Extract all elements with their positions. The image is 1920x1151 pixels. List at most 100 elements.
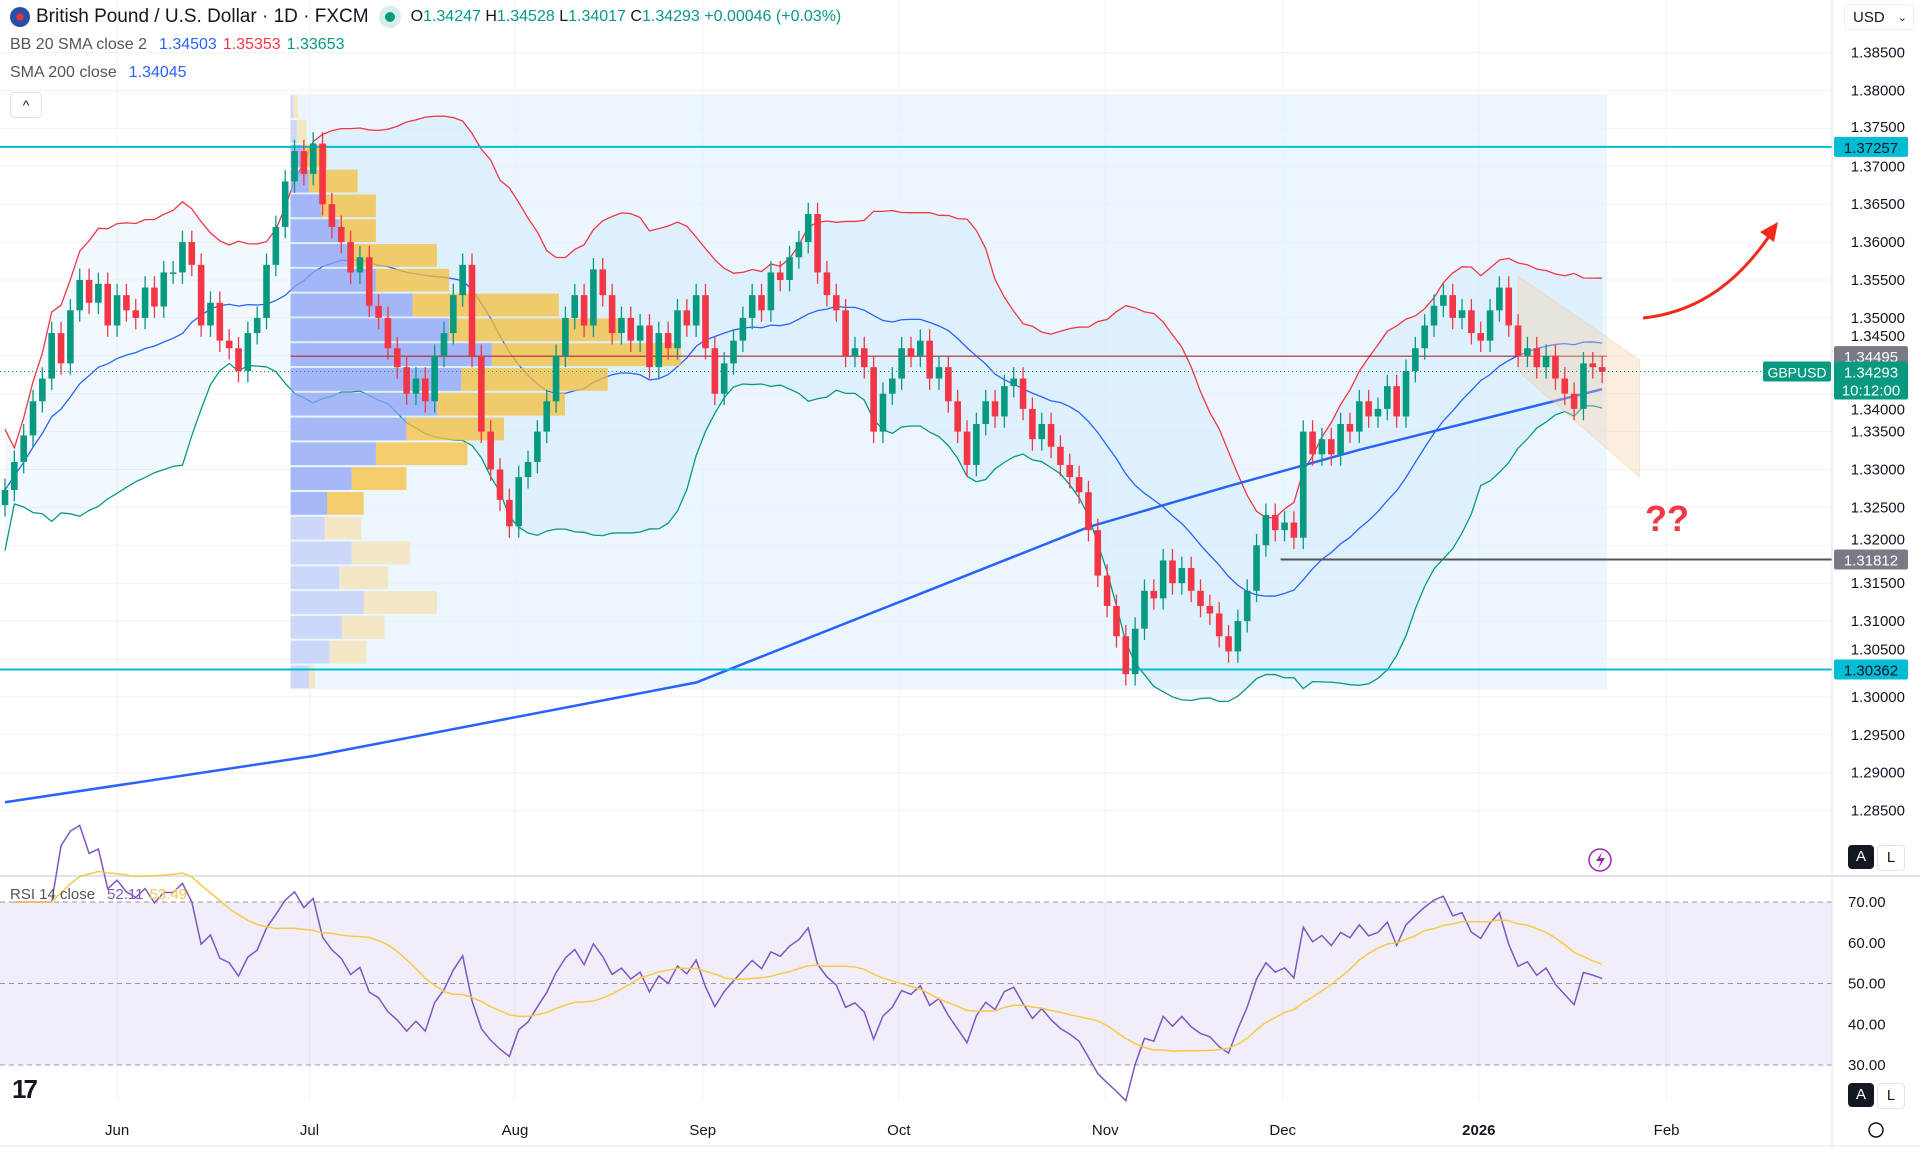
candle-body — [123, 295, 130, 311]
candle-body — [1253, 545, 1260, 591]
candle-body — [253, 317, 261, 334]
candle-body — [506, 499, 513, 527]
swing-low-price-label-bg — [1834, 549, 1908, 570]
volume-profile-sell-bar — [339, 566, 389, 590]
log-scale-button[interactable]: L — [1877, 845, 1905, 871]
candle-body — [730, 340, 737, 364]
candle-body — [328, 204, 336, 227]
price-tick-label: 1.34500 — [1851, 328, 1905, 345]
rsi-tick-label: 60.00 — [1848, 935, 1886, 952]
support-price-label: 1.30362 — [1844, 662, 1898, 679]
volume-profile-buy-bar — [290, 591, 364, 614]
rsi-line — [14, 824, 1603, 1103]
price-tick-label: 1.29500 — [1851, 727, 1905, 744]
candle-body — [646, 325, 653, 368]
candle-body — [580, 295, 588, 326]
arrow-head-icon — [1760, 222, 1778, 242]
symbol-label: GBPUSD — [1767, 364, 1826, 380]
candle-body — [655, 333, 663, 368]
candle-body — [39, 378, 46, 402]
volume-profile-sell-bar — [449, 318, 620, 342]
candle-body — [1458, 310, 1466, 318]
price-tick-label: 1.33500 — [1851, 424, 1905, 441]
candle-body — [384, 317, 392, 349]
bb-legend[interactable]: BB 20 SMA close 2 1.34503 1.35353 1.3365… — [10, 36, 345, 53]
candle-body — [141, 287, 149, 318]
candle-body — [179, 242, 186, 273]
price-tick-label: 1.31000 — [1851, 613, 1905, 630]
candle-body — [739, 317, 747, 341]
sma-legend[interactable]: SMA 200 close 1.34045 — [10, 64, 187, 81]
volume-profile-sell-bar — [329, 640, 367, 664]
candle-body — [814, 214, 821, 273]
gbp-usd-flag-icon — [10, 7, 30, 27]
volume-profile-sell-bar — [363, 591, 437, 614]
candle-body — [104, 283, 112, 326]
candle-body — [207, 302, 214, 326]
candle-body — [1477, 333, 1485, 341]
candle-body — [1402, 370, 1410, 417]
candle-body — [954, 401, 961, 432]
candle-body — [1113, 605, 1120, 637]
candle-body — [1122, 636, 1130, 675]
candle-body — [197, 264, 205, 326]
volume-profile-buy-bar — [290, 640, 330, 664]
volume-profile-sell-bar — [375, 442, 468, 466]
candle-body — [1206, 605, 1214, 614]
candle-body — [11, 461, 18, 490]
candle-body — [1281, 522, 1288, 531]
lightning-glyph-icon — [1596, 852, 1605, 869]
price-tick-label: 1.30000 — [1851, 689, 1905, 706]
candle-body — [1496, 287, 1503, 311]
candle-body — [20, 435, 27, 462]
candle-body — [1159, 560, 1167, 599]
rsi-tick-label: 40.00 — [1848, 1016, 1886, 1033]
candle-body — [1505, 287, 1513, 326]
candle-body — [1327, 439, 1335, 455]
candle-body — [1094, 530, 1102, 576]
candle-body — [702, 295, 709, 349]
candle-body — [571, 295, 579, 318]
price-tick-label: 1.32000 — [1851, 532, 1905, 549]
rsi-legend[interactable]: RSI 14 close 52.11 53.49 — [10, 886, 188, 903]
candle-body — [945, 367, 952, 402]
rsi-log-scale-button[interactable]: L — [1877, 1083, 1905, 1109]
candle-body — [926, 340, 933, 379]
resistance-price-label-bg — [1834, 136, 1908, 157]
candle-body — [1299, 431, 1307, 538]
candle-body — [347, 242, 354, 273]
currency-select[interactable]: USD ⌄ — [1844, 4, 1914, 30]
candle-body — [636, 325, 644, 341]
candle-body — [683, 310, 691, 326]
price-tick-label: 1.32500 — [1851, 499, 1905, 516]
volume-profile-buy-bar — [290, 219, 340, 243]
collapse-legend-button[interactable]: ^ — [10, 92, 42, 118]
candle-body — [1570, 393, 1578, 409]
price-tick-label: 1.37500 — [1851, 119, 1905, 136]
rsi-auto-scale-button[interactable]: A — [1848, 1083, 1874, 1107]
candle-body — [450, 295, 457, 334]
volume-profile-buy-bar — [290, 95, 293, 119]
auto-scale-button[interactable]: A — [1848, 845, 1874, 869]
candle-body — [898, 348, 905, 379]
rsi-tick-label: 50.00 — [1848, 976, 1886, 993]
candle-body — [1047, 424, 1055, 447]
candle-body — [1057, 446, 1064, 465]
price-tick-label: 1.30500 — [1851, 641, 1905, 658]
candle-body — [674, 310, 681, 349]
candle-body — [29, 401, 37, 436]
candle-body — [412, 378, 420, 394]
lightning-icon — [1588, 848, 1612, 872]
candle-body — [1187, 568, 1195, 591]
candle-body — [889, 378, 896, 394]
volume-profile-sell-bar — [308, 665, 315, 689]
volume-profile-buy-bar — [290, 293, 413, 317]
candle-body — [1384, 386, 1391, 409]
candle-body — [459, 264, 466, 296]
candle-body — [1365, 401, 1372, 417]
volume-profile-sell-bar — [491, 343, 681, 367]
price-tick-label: 1.38500 — [1851, 45, 1905, 62]
candle-body — [963, 431, 971, 465]
symbol-title[interactable]: British Pound / U.S. Dollar · 1D · FXCM — [36, 6, 369, 27]
